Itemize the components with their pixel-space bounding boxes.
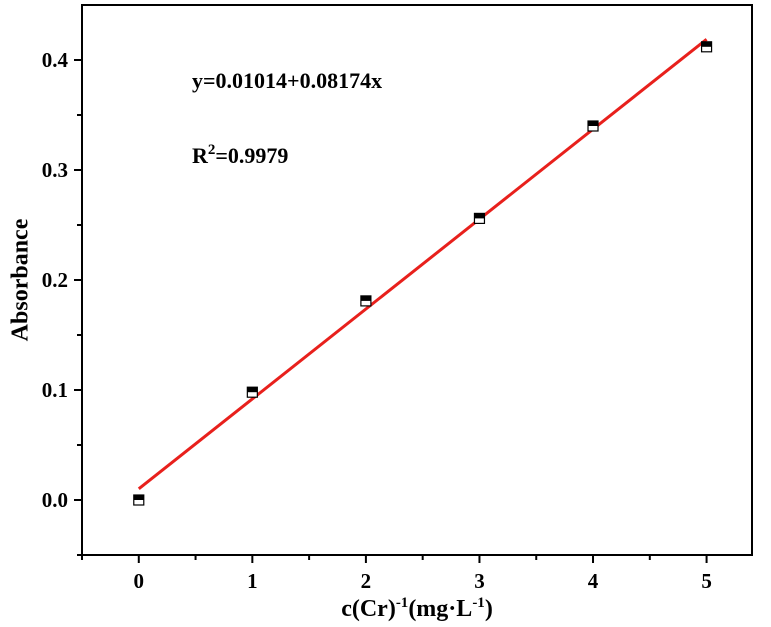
y-tick-label: 0.3 — [42, 158, 68, 182]
data-point — [473, 212, 486, 224]
data-point — [246, 386, 258, 398]
x-axis-title: c(Cr)-1(mg·L-1) — [341, 595, 493, 622]
annotation: y=0.01014+0.08174x — [192, 68, 382, 93]
y-axis-title: Absorbance — [8, 218, 34, 341]
x-tick-label: 1 — [247, 569, 258, 593]
x-tick-label: 5 — [701, 569, 712, 593]
x-tick-label: 4 — [588, 569, 599, 593]
data-point — [587, 120, 599, 132]
data-point — [360, 295, 372, 307]
superscript: 2 — [208, 142, 216, 158]
x-tick-label: 3 — [474, 569, 485, 593]
plot-frame — [81, 4, 753, 556]
y-tick-label: 0.1 — [42, 378, 68, 402]
annotation-part: =0.9979 — [215, 143, 288, 168]
marker-half — [133, 495, 144, 500]
superscript: -1 — [396, 595, 409, 611]
annotation-part: y=0.01014+0.08174x — [192, 68, 382, 93]
fit-line — [137, 38, 708, 491]
marker-half — [701, 41, 712, 47]
marker-half — [588, 121, 599, 126]
x-tick-label: 0 — [134, 569, 145, 593]
marker-half — [474, 213, 485, 219]
data-point — [700, 41, 713, 53]
marker-half — [247, 387, 258, 393]
x-tick-label: 2 — [361, 569, 372, 593]
annotation-part: R — [192, 143, 209, 168]
annotation: R2=0.9979 — [192, 142, 288, 168]
y-tick-label: 0.0 — [42, 488, 68, 512]
y-tick-label: 0.2 — [42, 268, 68, 292]
y-tick-label: 0.4 — [42, 48, 69, 72]
x-title-part: (mg·L — [408, 596, 472, 622]
superscript: -1 — [472, 595, 485, 611]
x-title-part: c(Cr) — [341, 596, 396, 622]
data-point — [133, 494, 145, 506]
marker-half — [360, 295, 371, 301]
x-title-part: ) — [485, 596, 493, 622]
